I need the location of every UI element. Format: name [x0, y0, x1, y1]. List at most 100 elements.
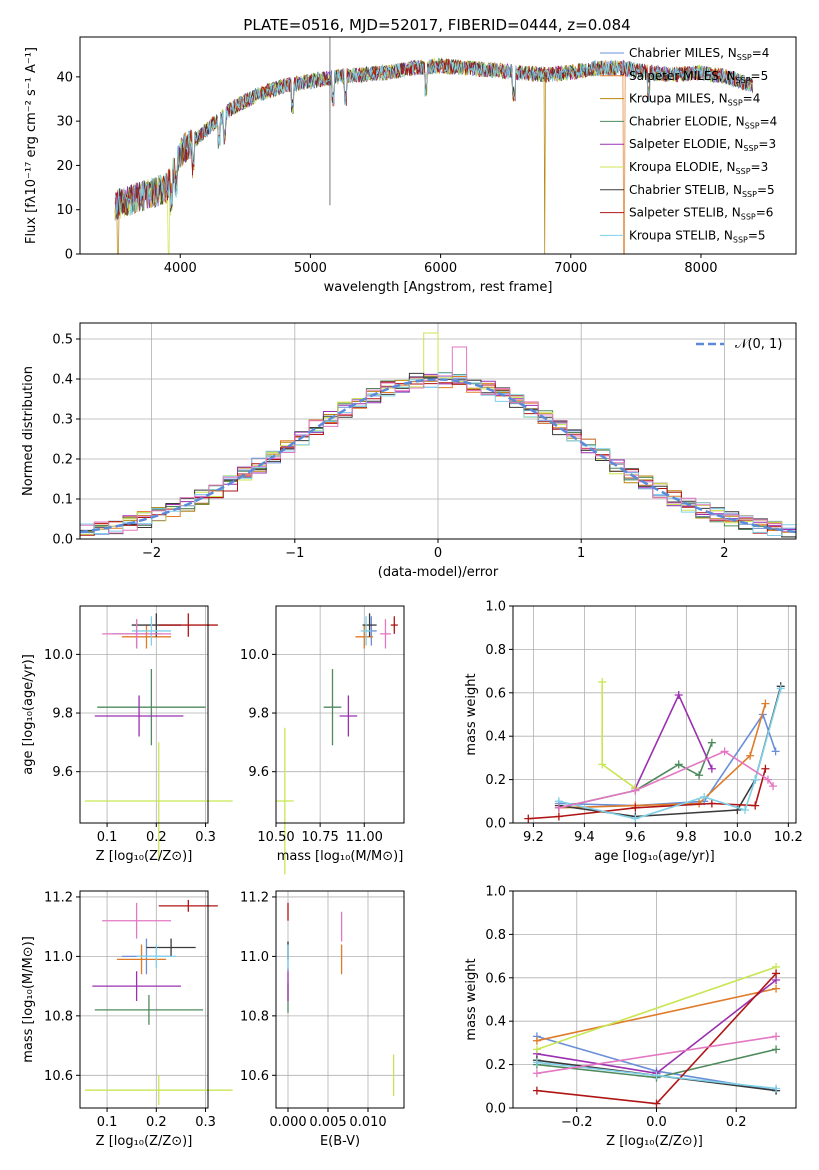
- hist-pink: [79, 346, 797, 539]
- y-tick-label: 11.0: [240, 950, 269, 965]
- x-tick-label: 10.50: [257, 830, 294, 845]
- x-tick-label: 0.000: [269, 1115, 306, 1130]
- residuals-panel: −2 −1 0 1 2 0.0 0.1 0.2 0.3 0.4 0.5 (data-model)/er…: [21, 322, 797, 580]
- y-axis-label: Normed distribution: [21, 366, 36, 496]
- weight-marker-ss: [524, 814, 533, 823]
- axes-frame: [512, 605, 797, 824]
- spectrum-lines: [114, 37, 753, 254]
- weight-marker-ke: [598, 677, 607, 686]
- x-axis-label: Z [log₁₀(Z/Z⊙)]: [606, 1134, 703, 1149]
- x-tick-label: 0.3: [195, 1115, 216, 1130]
- legend-entry-ke: Kroupa ELODIE, NSSP=3: [629, 160, 768, 176]
- x-axis-label: Z [log₁₀(Z/Z⊙)]: [96, 849, 193, 864]
- y-tick-label: 10.8: [240, 1009, 269, 1024]
- weight-marker-ss: [532, 1086, 541, 1095]
- x-axis-label: age [log₁₀(age/yr)]: [594, 849, 715, 864]
- weight-marker-ks: [532, 1058, 541, 1067]
- y-tick-label: 0.0: [485, 1102, 506, 1117]
- y-tick-label: 11.2: [44, 890, 73, 905]
- weight-marker-ss: [652, 1099, 661, 1108]
- x-tick-label: 0.0: [646, 1115, 667, 1130]
- x-tick-label: 0.2: [146, 1115, 167, 1130]
- mass_vs_EBV-panel: 0.000 0.005 0.010 10.6 10.8 11.0 11.2 E(B-V): [240, 890, 405, 1149]
- y-tick-label: 0.2: [485, 1058, 506, 1073]
- weight-line-ks: [558, 688, 782, 820]
- y-tick-label: 9.6: [52, 765, 73, 780]
- weight-marker-sm: [532, 1036, 541, 1045]
- x-axis-label: E(B-V): [320, 1134, 360, 1149]
- weight-marker-ks: [652, 1071, 661, 1080]
- y-tick-label: 1.0: [485, 600, 506, 615]
- y-tick-label: 40: [56, 70, 73, 85]
- weight-marker-ce: [707, 738, 716, 747]
- y-tick-label: 10.8: [44, 1009, 73, 1024]
- spectrum-panel: 4000 5000 6000 7000 8000 0 10 20 30 40 wavelength …: [24, 36, 797, 295]
- weight-marker-pink: [554, 803, 563, 812]
- y-tick-label: 11.0: [44, 950, 73, 965]
- weight-line-pink: [536, 1035, 777, 1075]
- weight-marker-ss: [707, 799, 716, 808]
- x-tick-label: 0.2: [726, 1115, 747, 1130]
- x-tick-label: 4000: [164, 261, 197, 276]
- weight-marker-ks: [776, 684, 785, 693]
- axes-frame: [512, 890, 797, 1109]
- age_vs_mass-panel: 10.50 10.75 11.00 9.6 9.8 10.0 mass [log₁₀(M/M…: [240, 605, 405, 875]
- weight_vs_age-panel: 9.2 9.4 9.6 9.8 10.0 10.2 0.0 0.2 0.4 0.6 0.8 1.0 ag…: [464, 600, 803, 865]
- y-tick-label: 9.6: [248, 765, 269, 780]
- weight-marker-pink: [720, 747, 729, 756]
- spectrum-legend: Chabrier MILES, NSSP=4 Salpeter MILES, NS…: [600, 46, 777, 244]
- weight-line-ke: [601, 682, 636, 789]
- weight_vs_Z-panel: −0.2 0.0 0.2 0.0 0.2 0.4 0.6 0.8 1.0 Z [log₁₀(Z/Z…: [464, 885, 797, 1149]
- weight-line-sm: [536, 987, 777, 1042]
- age_vs_Z-panel: 0.1 0.2 0.3 9.6 9.8 10.0 Z [log₁₀(Z/Z⊙)] age [l…: [21, 605, 233, 864]
- weight-marker-ss: [554, 812, 563, 821]
- weight-marker-ks: [751, 775, 760, 784]
- normal-curve: [79, 378, 797, 534]
- weight-marker-ks: [772, 1084, 781, 1093]
- figure-title: PLATE=0516, MJD=52017, FIBERID=0444, z=0…: [243, 16, 630, 34]
- weight-line-ke: [536, 966, 777, 1051]
- axes-frame: [275, 605, 405, 824]
- weight-marker-sm: [772, 984, 781, 993]
- x-tick-label: −2: [142, 546, 161, 561]
- x-axis-label: mass [log₁₀(M/M⊙)]: [277, 849, 404, 864]
- x-tick-label: 1: [577, 546, 585, 561]
- weight-marker-ke: [532, 1045, 541, 1054]
- weight-marker-ss: [631, 803, 640, 812]
- weight-marker-ce: [772, 1045, 781, 1054]
- weight-marker-ss: [751, 801, 760, 810]
- axes-frame: [79, 36, 797, 255]
- weight-marker-pink: [532, 1069, 541, 1078]
- weight-marker-pink: [631, 786, 640, 795]
- x-tick-label: 8000: [684, 261, 717, 276]
- y-tick-label: 10: [56, 203, 73, 218]
- y-tick-label: 0.6: [485, 971, 506, 986]
- y-axis-label: mass weight: [464, 673, 479, 755]
- legend-entry-cs: Chabrier STELIB, NSSP=5: [629, 183, 775, 199]
- weight-marker-ce: [695, 771, 704, 780]
- y-tick-label: 0.3: [52, 413, 73, 428]
- x-tick-label: −1: [285, 546, 304, 561]
- weight-marker-sm: [746, 751, 755, 760]
- y-tick-label: 0.0: [485, 817, 506, 832]
- weight-marker-pink: [763, 775, 772, 784]
- spectrum-line-cs: [114, 57, 753, 219]
- y-axis-label: age [log₁₀(age/yr)]: [21, 654, 36, 775]
- y-tick-label: 0: [65, 248, 73, 263]
- x-tick-label: 9.4: [574, 830, 595, 845]
- legend-entry-ks: Kroupa STELIB, NSSP=5: [629, 228, 766, 244]
- weight-marker-pink: [769, 782, 778, 791]
- legend-entry-sm: Salpeter MILES, NSSP=5: [629, 69, 768, 85]
- weight-line-ss: [528, 768, 767, 820]
- y-axis-label: Flux [fλ10⁻¹⁷ erg cm⁻² s⁻¹ A⁻¹]: [24, 47, 39, 244]
- x-tick-label: 0.1: [97, 830, 118, 845]
- x-tick-label: 0.1: [97, 1115, 118, 1130]
- weight-marker-pink: [772, 1032, 781, 1041]
- x-tick-label: 9.2: [523, 830, 544, 845]
- weight-marker-se: [707, 764, 716, 773]
- y-tick-label: 0.4: [485, 1015, 506, 1030]
- y-tick-label: 11.2: [240, 890, 269, 905]
- weight-marker-ke: [598, 760, 607, 769]
- mass_vs_Z-panel: 0.1 0.2 0.3 10.6 10.8 11.0 11.2 Z [log₁₀(Z/Z⊙)]…: [21, 890, 233, 1149]
